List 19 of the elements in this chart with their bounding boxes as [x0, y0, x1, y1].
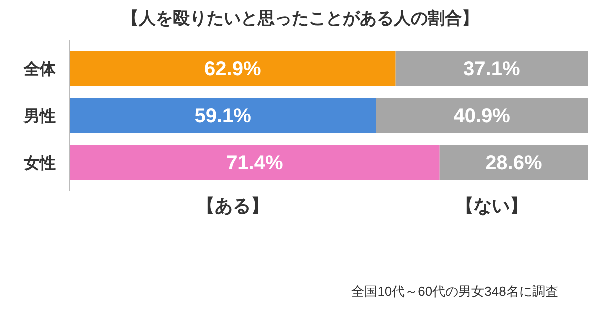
bar — [376, 98, 588, 133]
y-tick-label: 全体 — [23, 60, 57, 78]
data-label: 71.4% — [226, 152, 284, 174]
chart-title: 【人を殴りたいと思ったことがある人の割合】 — [122, 9, 479, 28]
text: 全国10代～60代の男女348名に調査 — [352, 284, 558, 299]
bar — [396, 51, 588, 86]
bar — [440, 145, 588, 180]
data-label: 62.9% — [204, 58, 262, 80]
bar — [70, 145, 440, 180]
bar — [70, 51, 396, 86]
data-label: 40.9% — [454, 106, 511, 128]
data-label: 37.1% — [464, 58, 520, 80]
bar — [70, 98, 376, 133]
data-label: 28.6% — [486, 152, 542, 174]
series-label: 【ない】 — [456, 196, 528, 216]
y-tick-label: 女性 — [23, 154, 56, 172]
series-label: 【ある】 — [196, 196, 269, 216]
data-label: 59.1% — [194, 106, 252, 128]
y-tick-label: 男性 — [23, 108, 56, 126]
